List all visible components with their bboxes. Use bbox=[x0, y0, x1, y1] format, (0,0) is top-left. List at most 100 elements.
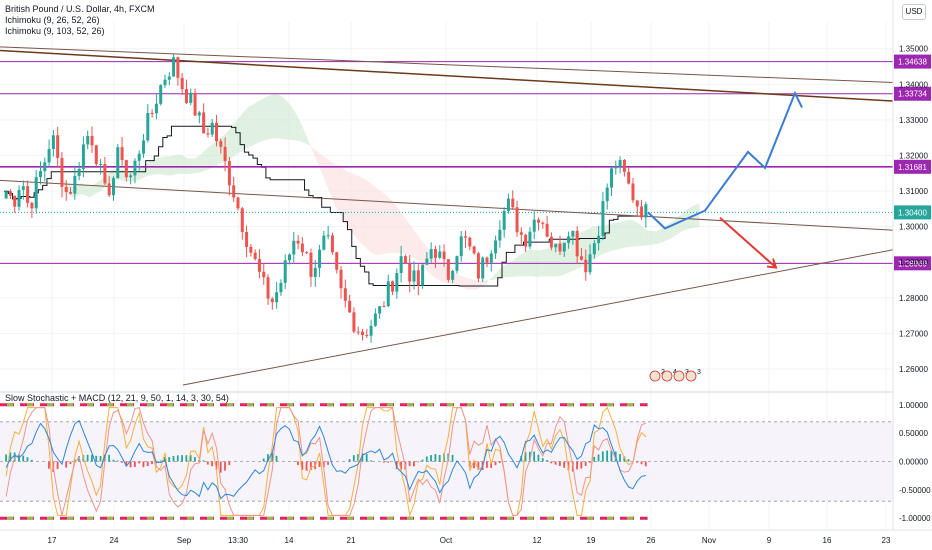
histogram-bar bbox=[580, 461, 583, 469]
cloud-segment bbox=[609, 222, 614, 252]
current-price-label-bg bbox=[894, 205, 931, 220]
cloud-segment bbox=[171, 154, 176, 176]
cloud-segment bbox=[467, 278, 472, 290]
ichimoku-legend-1[interactable]: Ichimoku (9, 26, 52, 26) bbox=[5, 15, 100, 25]
cloud-segment bbox=[553, 243, 558, 277]
candle-body bbox=[416, 270, 420, 286]
price-tick-label: 1.28000 bbox=[899, 294, 928, 303]
cloud-segment bbox=[471, 279, 477, 290]
candle-body bbox=[395, 273, 399, 292]
oscillator-tick-label: -1.00000 bbox=[899, 514, 931, 523]
candle-body bbox=[618, 159, 622, 167]
price-tick-label: 1.27000 bbox=[899, 329, 928, 338]
candle-body bbox=[545, 223, 549, 237]
histogram-bar bbox=[206, 461, 209, 465]
candle-body bbox=[421, 264, 425, 286]
cloud-segment bbox=[85, 184, 90, 198]
cloud-segment bbox=[437, 258, 442, 283]
cloud-segment bbox=[317, 151, 322, 173]
horizontal-levels bbox=[0, 61, 893, 264]
cloud-segment bbox=[287, 101, 292, 140]
candle-body bbox=[163, 79, 167, 86]
candle-body bbox=[150, 112, 154, 114]
time-tick-label: 24 bbox=[110, 536, 119, 545]
cloud-segment bbox=[210, 142, 215, 169]
candle-body bbox=[524, 234, 528, 247]
candle-body bbox=[537, 219, 541, 223]
cloud-segment bbox=[484, 279, 490, 285]
event-badge-count: 3 bbox=[697, 369, 701, 376]
cloud-segment bbox=[489, 275, 494, 281]
candle-body bbox=[554, 243, 558, 248]
candle-body bbox=[468, 237, 472, 247]
cloud-segment bbox=[240, 111, 245, 153]
candle-body bbox=[34, 177, 38, 209]
upper-trend-line-thin bbox=[0, 46, 894, 83]
cloud-segment bbox=[295, 113, 301, 142]
stoch-k-line bbox=[5, 406, 647, 518]
candle-body bbox=[442, 251, 446, 260]
oscillator-legend[interactable]: Slow Stochastic + MACD (12, 21, 9, 50, 1… bbox=[5, 393, 229, 403]
cloud-segment bbox=[441, 263, 447, 283]
histogram-bar bbox=[533, 451, 536, 462]
histogram-bar bbox=[5, 454, 7, 462]
histogram-bar bbox=[95, 455, 98, 462]
candle-body bbox=[275, 292, 279, 303]
level-label: 1.34638 bbox=[898, 58, 927, 67]
candle-body bbox=[408, 264, 412, 282]
candle-body bbox=[69, 191, 73, 194]
candle-body bbox=[644, 204, 648, 218]
ichimoku-legend-2[interactable]: Ichimoku (9, 103, 52, 26) bbox=[5, 26, 105, 36]
candle-body bbox=[21, 186, 25, 190]
histogram-bar bbox=[185, 455, 188, 462]
candle-body bbox=[373, 313, 377, 326]
candle-body bbox=[476, 253, 480, 279]
cloud-segment bbox=[180, 154, 185, 175]
candle-body bbox=[382, 306, 386, 308]
cloud-segment bbox=[626, 219, 631, 248]
candle-body bbox=[17, 189, 21, 207]
candle-body bbox=[485, 257, 489, 263]
level-label-bg bbox=[894, 256, 931, 271]
candle-body bbox=[429, 249, 433, 259]
candle-body bbox=[322, 235, 326, 250]
candle-body bbox=[193, 92, 197, 116]
cloud-segment bbox=[94, 181, 99, 195]
histogram-bar bbox=[408, 461, 411, 467]
cloud-segment bbox=[235, 116, 241, 155]
histogram-bar bbox=[116, 460, 119, 462]
candle-body bbox=[146, 112, 150, 141]
ichimoku-cloud bbox=[64, 94, 700, 290]
candle-body bbox=[176, 57, 180, 78]
candle-body bbox=[498, 229, 502, 241]
candle-body bbox=[300, 243, 304, 253]
histogram-bar bbox=[498, 461, 501, 463]
candle-body bbox=[433, 249, 437, 258]
histogram-bar bbox=[528, 451, 531, 462]
histogram-bar bbox=[125, 461, 128, 467]
histogram-bar bbox=[267, 454, 269, 462]
histogram-bar bbox=[610, 450, 613, 462]
cloud-segment bbox=[338, 166, 344, 220]
currency-button[interactable]: USD bbox=[902, 4, 926, 20]
candle-body bbox=[601, 201, 605, 236]
candle-body bbox=[64, 186, 68, 192]
histogram-bar bbox=[558, 461, 561, 466]
candle-body bbox=[399, 256, 403, 274]
histogram-bar bbox=[224, 461, 226, 471]
time-tick-label: 17 bbox=[48, 536, 57, 545]
candle-body bbox=[386, 281, 390, 307]
cloud-segment bbox=[274, 94, 279, 139]
histogram-bar bbox=[22, 455, 25, 462]
histogram-bar bbox=[606, 450, 609, 462]
candle-body bbox=[627, 171, 631, 184]
candle-body bbox=[605, 187, 609, 202]
candle-body bbox=[38, 171, 42, 178]
candle-body bbox=[515, 207, 519, 233]
histogram-bar bbox=[99, 456, 102, 462]
candle-body bbox=[4, 191, 8, 199]
histogram-bar bbox=[151, 461, 153, 465]
cloud-segment bbox=[98, 178, 103, 193]
cloud-segment bbox=[459, 275, 464, 288]
